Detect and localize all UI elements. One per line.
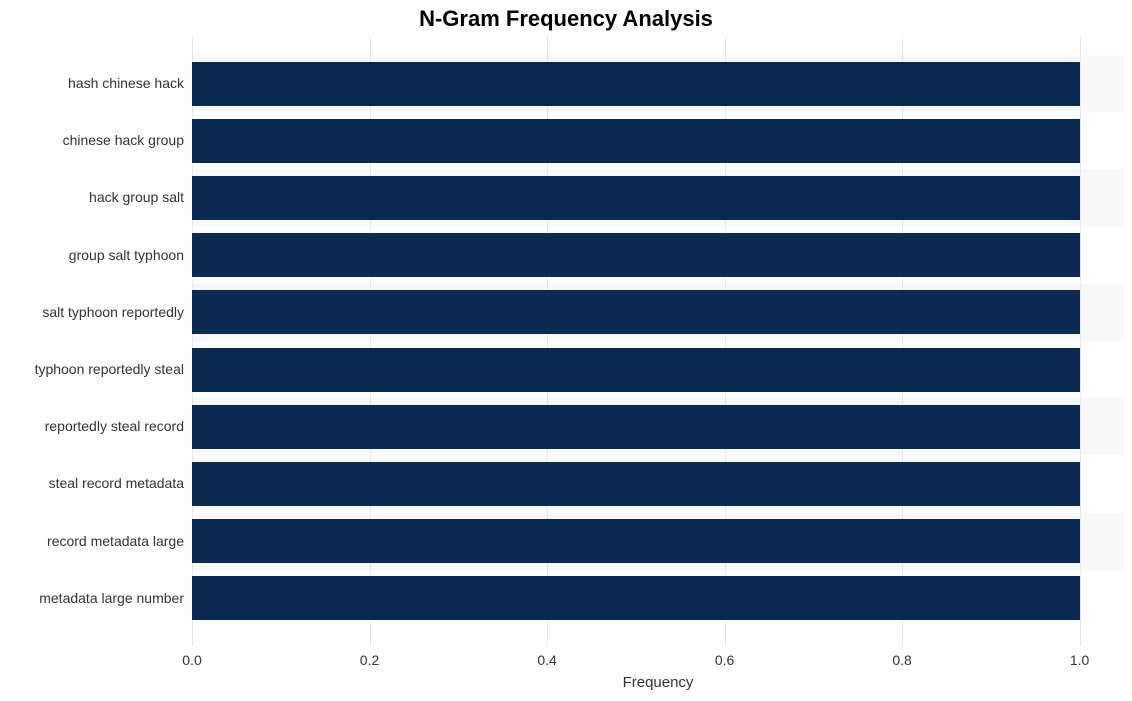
y-tick-label: hash chinese hack <box>0 55 184 112</box>
y-tick-label: record metadata large <box>0 513 184 570</box>
y-tick-label: group salt typhoon <box>0 227 184 284</box>
bar <box>192 519 1080 563</box>
plot-area <box>192 36 1124 646</box>
bar <box>192 405 1080 449</box>
x-tick-label: 0.8 <box>892 652 911 668</box>
bar <box>192 576 1080 620</box>
gridline <box>1080 36 1081 646</box>
bar <box>192 290 1080 334</box>
x-axis-label: Frequency <box>192 674 1124 691</box>
y-tick-label: metadata large number <box>0 570 184 627</box>
chart-title: N-Gram Frequency Analysis <box>0 6 1132 32</box>
y-tick-label: steal record metadata <box>0 455 184 512</box>
x-tick-label: 0.0 <box>182 652 201 668</box>
x-tick-label: 0.4 <box>537 652 556 668</box>
x-tick-label: 1.0 <box>1070 652 1089 668</box>
bar <box>192 62 1080 106</box>
bar <box>192 348 1080 392</box>
y-tick-label: reportedly steal record <box>0 398 184 455</box>
y-tick-label: hack group salt <box>0 169 184 226</box>
bar <box>192 119 1080 163</box>
y-tick-label: typhoon reportedly steal <box>0 341 184 398</box>
y-tick-label: salt typhoon reportedly <box>0 284 184 341</box>
y-tick-label: chinese hack group <box>0 112 184 169</box>
chart-container: N-Gram Frequency Analysis hash chinese h… <box>0 0 1132 701</box>
bar <box>192 462 1080 506</box>
x-tick-label: 0.2 <box>360 652 379 668</box>
x-tick-label: 0.6 <box>715 652 734 668</box>
bar <box>192 233 1080 277</box>
bar <box>192 176 1080 220</box>
